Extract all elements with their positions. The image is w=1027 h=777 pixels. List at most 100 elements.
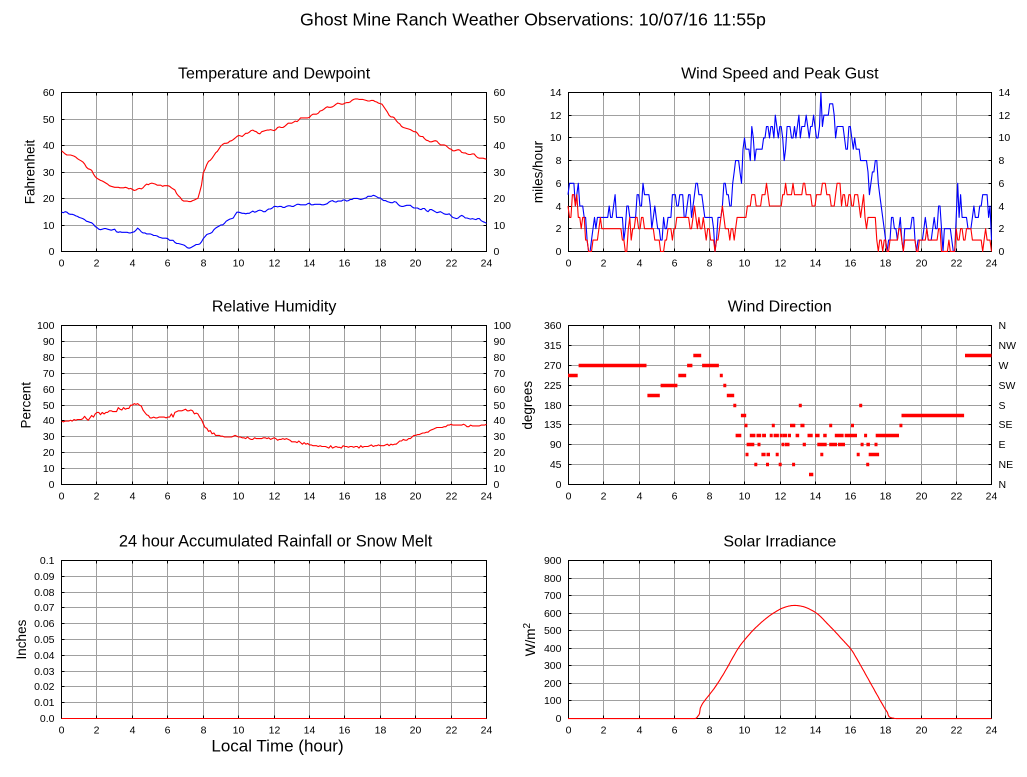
svg-text:80: 80: [494, 352, 506, 364]
svg-text:14: 14: [550, 87, 562, 99]
svg-text:8: 8: [201, 491, 207, 503]
svg-text:6: 6: [672, 725, 678, 737]
svg-text:0: 0: [999, 246, 1005, 258]
svg-text:W/m2: W/m2: [522, 622, 538, 656]
svg-text:N: N: [999, 320, 1007, 332]
svg-text:SW: SW: [999, 380, 1016, 392]
svg-text:24: 24: [986, 258, 998, 270]
svg-text:10: 10: [233, 258, 245, 270]
svg-text:2: 2: [94, 258, 100, 270]
svg-text:10: 10: [999, 132, 1011, 144]
svg-text:315: 315: [544, 340, 562, 352]
svg-text:12: 12: [775, 491, 787, 503]
svg-text:0: 0: [494, 246, 500, 258]
svg-text:20: 20: [410, 491, 422, 503]
svg-text:300: 300: [544, 660, 562, 672]
svg-text:24: 24: [481, 725, 493, 737]
svg-text:30: 30: [43, 167, 55, 179]
svg-text:Ghost Mine Ranch Weather Obser: Ghost Mine Ranch Weather Observations: 1…: [300, 10, 766, 30]
svg-text:30: 30: [43, 431, 55, 443]
svg-text:20: 20: [43, 193, 55, 205]
svg-text:30: 30: [494, 431, 506, 443]
svg-text:4: 4: [637, 491, 643, 503]
svg-text:0: 0: [566, 491, 572, 503]
svg-text:2: 2: [601, 725, 607, 737]
svg-text:0: 0: [566, 725, 572, 737]
svg-text:10: 10: [494, 463, 506, 475]
svg-text:90: 90: [494, 336, 506, 348]
svg-text:NE: NE: [999, 459, 1014, 471]
svg-text:100: 100: [544, 695, 562, 707]
svg-text:8: 8: [707, 725, 713, 737]
svg-text:20: 20: [43, 447, 55, 459]
svg-text:50: 50: [494, 400, 506, 412]
svg-text:4: 4: [556, 201, 562, 213]
svg-text:0: 0: [566, 258, 572, 270]
svg-text:8: 8: [707, 258, 713, 270]
svg-text:4: 4: [130, 725, 136, 737]
svg-text:80: 80: [43, 352, 55, 364]
svg-text:18: 18: [375, 258, 387, 270]
svg-text:SE: SE: [999, 419, 1013, 431]
svg-text:18: 18: [375, 725, 387, 737]
svg-text:4: 4: [130, 258, 136, 270]
svg-text:14: 14: [810, 491, 822, 503]
svg-text:0: 0: [556, 713, 562, 725]
svg-text:60: 60: [494, 87, 506, 99]
svg-text:16: 16: [845, 491, 857, 503]
svg-text:40: 40: [43, 140, 55, 152]
svg-text:Relative Humidity: Relative Humidity: [212, 299, 336, 316]
svg-text:0.02: 0.02: [34, 681, 55, 693]
svg-text:6: 6: [999, 178, 1005, 190]
svg-text:800: 800: [544, 573, 562, 585]
svg-text:4: 4: [999, 201, 1005, 213]
svg-text:12: 12: [269, 258, 281, 270]
svg-text:8: 8: [707, 491, 713, 503]
svg-text:24: 24: [986, 491, 998, 503]
svg-text:0.0: 0.0: [40, 713, 55, 725]
svg-text:100: 100: [494, 320, 512, 332]
svg-text:90: 90: [550, 439, 562, 451]
svg-text:10: 10: [43, 463, 55, 475]
svg-text:14: 14: [810, 258, 822, 270]
svg-text:0.08: 0.08: [34, 587, 55, 599]
svg-text:20: 20: [916, 725, 928, 737]
svg-text:70: 70: [494, 368, 506, 380]
svg-text:8: 8: [556, 155, 562, 167]
svg-text:12: 12: [775, 258, 787, 270]
svg-text:100: 100: [37, 320, 55, 332]
svg-text:22: 22: [951, 725, 963, 737]
svg-text:22: 22: [951, 491, 963, 503]
svg-text:NW: NW: [999, 340, 1017, 352]
svg-text:12: 12: [999, 110, 1011, 122]
svg-text:0.1: 0.1: [40, 555, 55, 567]
svg-text:18: 18: [880, 725, 892, 737]
svg-text:24: 24: [481, 258, 493, 270]
svg-text:0: 0: [556, 479, 562, 491]
svg-text:40: 40: [494, 415, 506, 427]
svg-text:Local Time (hour): Local Time (hour): [211, 737, 343, 756]
svg-text:2: 2: [556, 223, 562, 235]
svg-text:90: 90: [43, 336, 55, 348]
svg-text:22: 22: [951, 258, 963, 270]
svg-text:0.05: 0.05: [34, 634, 55, 646]
svg-text:0.03: 0.03: [34, 666, 55, 678]
svg-text:10: 10: [739, 491, 751, 503]
svg-text:0: 0: [49, 246, 55, 258]
svg-text:0.04: 0.04: [34, 650, 55, 662]
svg-text:10: 10: [494, 220, 506, 232]
svg-text:20: 20: [916, 258, 928, 270]
svg-text:22: 22: [446, 258, 458, 270]
svg-text:8: 8: [201, 725, 207, 737]
svg-text:400: 400: [544, 643, 562, 655]
svg-text:0: 0: [494, 479, 500, 491]
svg-text:45: 45: [550, 459, 562, 471]
svg-text:16: 16: [339, 725, 351, 737]
svg-text:225: 225: [544, 380, 562, 392]
svg-text:20: 20: [494, 447, 506, 459]
svg-text:20: 20: [494, 193, 506, 205]
svg-text:18: 18: [880, 491, 892, 503]
svg-text:degrees: degrees: [520, 381, 535, 430]
svg-text:2: 2: [601, 491, 607, 503]
svg-text:0: 0: [59, 258, 65, 270]
